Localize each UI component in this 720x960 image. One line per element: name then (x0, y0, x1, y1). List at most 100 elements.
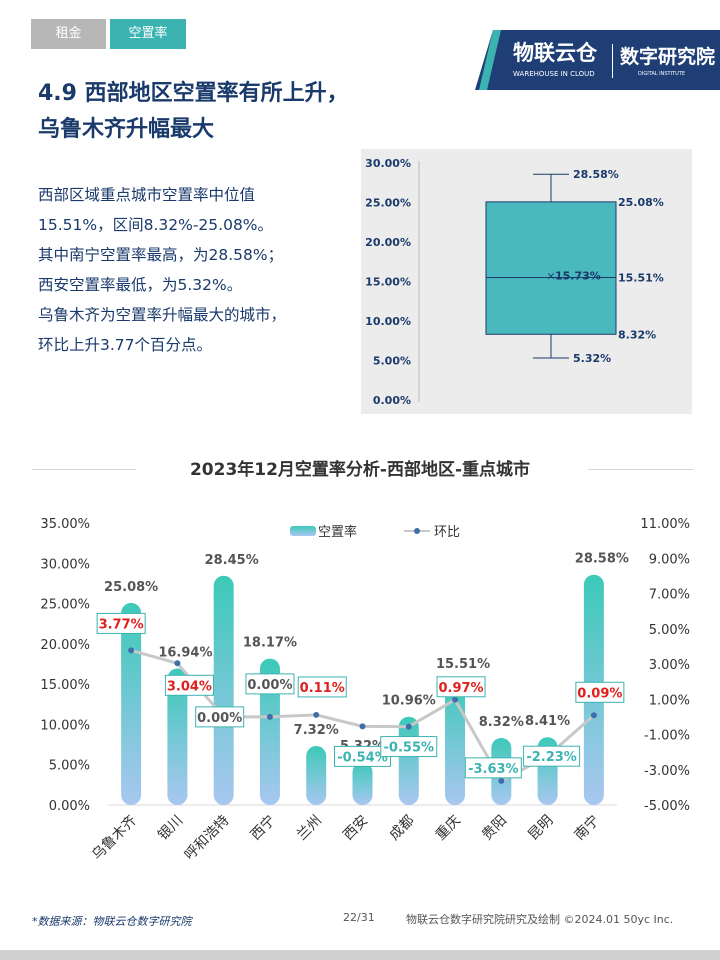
summary-line: 西安空置率最低，为5.32%。 (38, 276, 243, 294)
mom-point (452, 696, 459, 703)
bar (121, 602, 142, 805)
mom-point (174, 660, 181, 667)
legend-swatch-bar (290, 526, 316, 536)
bottom-bar (0, 950, 720, 960)
vacancy-combo-chart: 35.00% 30.00% 25.00% 20.00% 15.00% 10.00% 5.00… (40, 517, 690, 864)
bar-value-label: 18.17% (243, 636, 297, 651)
boxplot-label-q1: 8.32% (618, 328, 656, 341)
boxplot-label-max: 28.58% (573, 168, 619, 181)
tab-vacancy[interactable]: 空置率 (110, 19, 186, 49)
bar-value-label: 28.58% (575, 552, 629, 567)
chart-title: 2023年12月空置率分析-西部地区-重点城市 (189, 460, 531, 480)
right-axis-tick: 7.00% (649, 588, 690, 603)
mom-value-label: 0.97% (438, 681, 483, 696)
boxplot-y-tick: 0.00% (373, 394, 411, 407)
summary-line: 西部区域重点城市空置率中位值 (38, 186, 256, 204)
legend-label-line: 环比 (434, 525, 460, 540)
mom-value-label: -0.55% (384, 741, 435, 756)
left-axis-tick: 5.00% (49, 759, 90, 774)
category-label: 银川 (155, 813, 186, 844)
bar (259, 658, 280, 805)
category-label: 乌鲁木齐 (89, 813, 140, 864)
boxplot-box (485, 201, 617, 335)
footer-source: *数据来源：物联云仓数字研究院 (32, 915, 192, 928)
logo-brand: 物联云仓 (513, 41, 598, 65)
logo-brand-sub: WAREHOUSE IN CLOUD (513, 70, 595, 78)
mom-label-box (575, 681, 625, 703)
mom-value-label: 0.11% (300, 681, 345, 696)
mom-point (313, 711, 320, 718)
category-label: 南宁 (571, 812, 603, 844)
logo-institute-sub: DIGITAL INSTITUTE (638, 71, 685, 77)
boxplot-label-min: 5.32% (573, 352, 611, 365)
right-axis-tick: -5.00% (644, 799, 690, 814)
mom-label-box (297, 676, 347, 698)
mom-label-box (245, 673, 295, 695)
boxplot-y-tick: 25.00% (365, 197, 411, 210)
category-label: 贵阳 (479, 813, 510, 844)
boxplot-y-tick: 5.00% (373, 355, 411, 368)
boxplot-label-median: 15.51% (618, 271, 664, 284)
right-axis-tick: -1.00% (644, 729, 690, 744)
chart-legend: 空置率 环比 (290, 524, 460, 540)
boxplot-y-tick: 20.00% (365, 236, 411, 249)
title-divider-right (588, 469, 693, 470)
mom-point (498, 777, 505, 784)
boxplot-label-mean: 15.73% (555, 270, 601, 283)
title-divider-left (32, 469, 136, 470)
page-number: 22/31 (343, 911, 375, 924)
mom-label-box (436, 676, 486, 698)
summary-line: 环比上升3.77个百分点。 (38, 336, 213, 354)
boxplot-chart: 30.00% 25.00% 20.00% 15.00% 10.00% 5.00% 0.00%… (365, 157, 664, 407)
left-axis-tick: 0.00% (49, 799, 90, 814)
left-axis-tick: 35.00% (40, 517, 90, 532)
mom-value-label: 3.04% (167, 679, 212, 694)
mom-value-label: -0.54% (337, 750, 388, 765)
mom-point (590, 712, 597, 719)
footer-credit: 物联云仓数字研究院研究及绘制 ©2024.01 50yc Inc. (406, 913, 674, 926)
mom-label-box (464, 757, 522, 779)
summary-text: 西部区域重点城市空置率中位值 15.51%，区间8.32%-25.08%。 其中… (38, 180, 353, 360)
category-label: 昆明 (525, 813, 556, 844)
bar-value-label: 16.94% (158, 646, 212, 661)
mom-value-label: 0.00% (247, 678, 292, 693)
category-label: 重庆 (433, 813, 464, 844)
bar (352, 762, 373, 805)
mom-value-label: -3.63% (468, 762, 519, 777)
bar-value-label: 7.32% (294, 723, 339, 738)
left-axis-tick: 20.00% (40, 638, 90, 653)
mom-point (128, 647, 135, 654)
summary-line: 15.51%，区间8.32%-25.08%。 (38, 216, 274, 234)
mom-label-box (96, 612, 146, 634)
bar (167, 668, 188, 805)
bar (398, 716, 419, 805)
bar-value-label: 8.32% (479, 715, 524, 730)
mom-point (405, 723, 412, 730)
mom-label-box (523, 745, 581, 767)
legend-label-bar: 空置率 (318, 524, 357, 540)
right-axis-tick: -3.00% (644, 764, 690, 779)
summary-line: 乌鲁木齐为空置率升幅最大的城市， (38, 306, 287, 324)
logo-institute: 数字研究院 (620, 45, 715, 68)
left-axis-tick: 10.00% (40, 718, 90, 733)
mom-point (359, 723, 366, 730)
bar (213, 575, 234, 805)
right-axis-tick: 1.00% (649, 693, 690, 708)
mom-label-box (164, 674, 214, 696)
bar-value-label: 25.08% (104, 580, 158, 595)
mom-value-label: 0.09% (577, 686, 622, 701)
category-label: 兰州 (294, 813, 325, 844)
tab-rent[interactable]: 租金 (31, 19, 106, 49)
company-logo: 物联云仓 WAREHOUSE IN CLOUD 数字研究院 DIGITAL IN… (475, 30, 720, 90)
boxplot-y-tick: 10.00% (365, 315, 411, 328)
bar-value-label: 28.45% (205, 553, 259, 568)
left-axis-tick: 15.00% (40, 678, 90, 693)
boxplot-label-q3: 25.08% (618, 196, 664, 209)
bar (306, 746, 327, 805)
boxplot-panel: 30.00% 25.00% 20.00% 15.00% 10.00% 5.00% 0.00%… (361, 149, 692, 414)
mom-value-label: 3.77% (99, 617, 144, 632)
legend-swatch-point (414, 528, 420, 534)
title-line-2: 乌鲁木齐升幅最大 (38, 117, 215, 142)
category-label: 呼和浩特 (182, 813, 233, 864)
category-label: 成都 (386, 813, 417, 844)
